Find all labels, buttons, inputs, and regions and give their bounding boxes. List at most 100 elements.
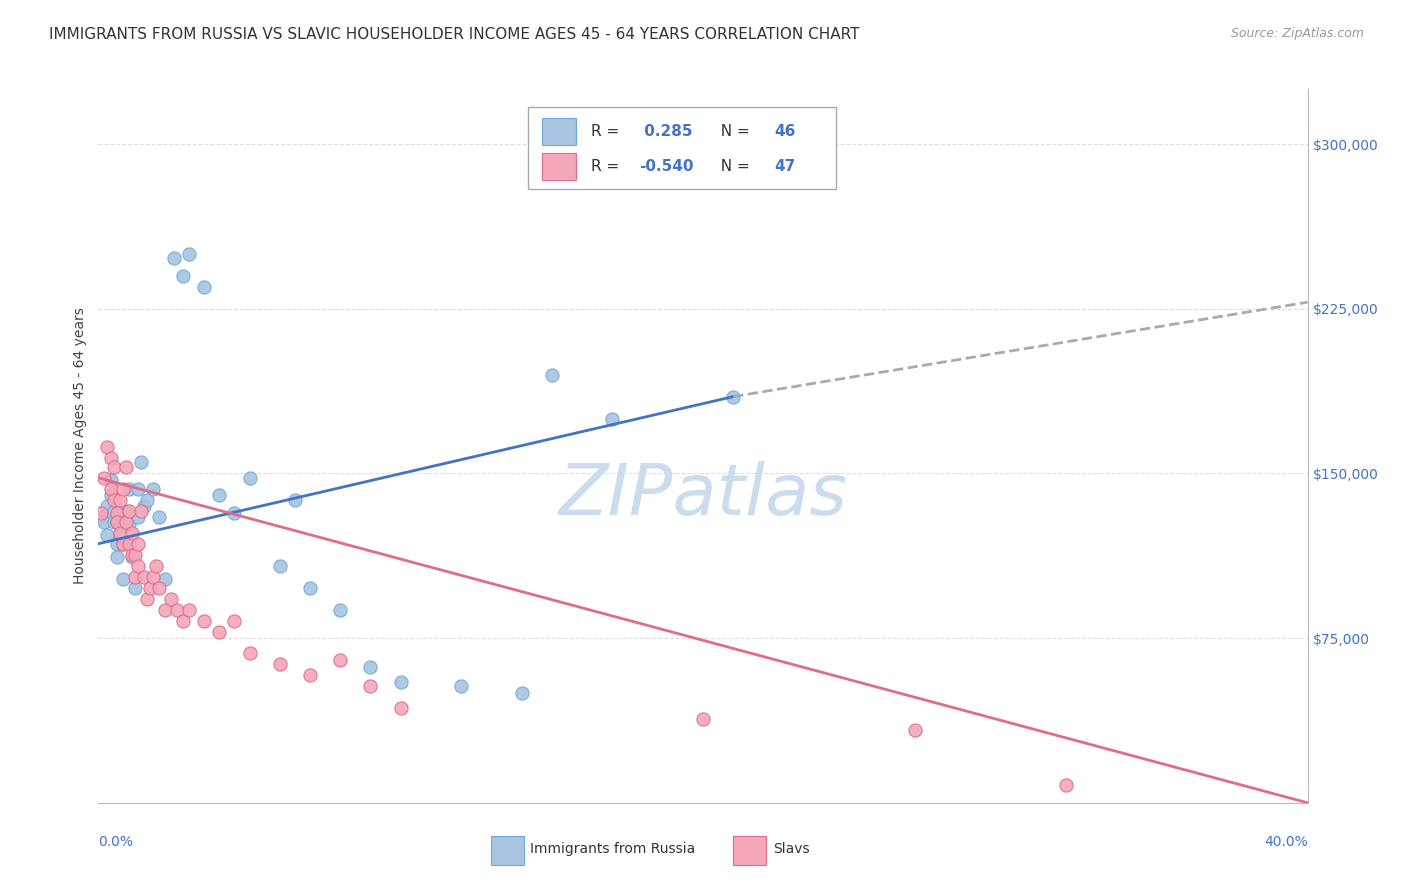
Point xyxy=(145,558,167,573)
Point xyxy=(540,368,562,382)
Point xyxy=(142,482,165,496)
Point xyxy=(108,525,131,540)
Point xyxy=(118,482,141,496)
Point xyxy=(100,482,122,496)
Point xyxy=(148,581,170,595)
Point xyxy=(1054,778,1077,792)
Point xyxy=(172,614,194,628)
Point xyxy=(111,537,134,551)
Point xyxy=(135,591,157,606)
Point xyxy=(132,500,155,514)
Point xyxy=(269,558,291,573)
Point xyxy=(179,247,201,261)
Point xyxy=(90,506,112,520)
Point xyxy=(111,482,134,496)
Point xyxy=(127,510,149,524)
Point xyxy=(224,614,246,628)
FancyBboxPatch shape xyxy=(492,837,524,865)
Point xyxy=(389,675,412,690)
Point xyxy=(139,581,162,595)
Point xyxy=(163,252,186,266)
Point xyxy=(96,528,118,542)
Text: IMMIGRANTS FROM RUSSIA VS SLAVIC HOUSEHOLDER INCOME AGES 45 - 64 YEARS CORRELATI: IMMIGRANTS FROM RUSSIA VS SLAVIC HOUSEHO… xyxy=(49,27,859,42)
Point xyxy=(90,510,112,524)
Point xyxy=(114,515,136,529)
Point xyxy=(723,390,745,404)
Y-axis label: Householder Income Ages 45 - 64 years: Householder Income Ages 45 - 64 years xyxy=(73,308,87,584)
Point xyxy=(105,515,128,529)
Point xyxy=(224,506,246,520)
Point xyxy=(118,516,141,531)
Text: N =: N = xyxy=(711,124,755,139)
Point xyxy=(103,492,125,507)
Point xyxy=(111,537,134,551)
Point xyxy=(103,504,125,518)
Point xyxy=(118,504,141,518)
Text: Immigrants from Russia: Immigrants from Russia xyxy=(530,842,696,856)
Point xyxy=(103,459,125,474)
Point xyxy=(105,549,128,564)
Point xyxy=(692,712,714,726)
Point xyxy=(100,473,122,487)
Text: N =: N = xyxy=(711,159,755,174)
Point xyxy=(96,500,118,514)
Point xyxy=(389,701,412,715)
Point xyxy=(904,723,927,738)
FancyBboxPatch shape xyxy=(543,118,576,145)
Text: R =: R = xyxy=(591,124,624,139)
Point xyxy=(153,602,176,616)
Point xyxy=(111,572,134,586)
Text: 40.0%: 40.0% xyxy=(1264,835,1308,849)
Point xyxy=(239,647,262,661)
Point xyxy=(132,569,155,583)
Point xyxy=(121,549,143,564)
Text: 0.0%: 0.0% xyxy=(98,835,134,849)
Point xyxy=(360,680,382,694)
Point xyxy=(127,558,149,573)
Point xyxy=(329,653,352,667)
Point xyxy=(93,471,115,485)
Text: R =: R = xyxy=(591,159,624,174)
Point xyxy=(129,455,152,469)
Point xyxy=(114,504,136,518)
Text: Source: ZipAtlas.com: Source: ZipAtlas.com xyxy=(1230,27,1364,40)
Point xyxy=(100,488,122,502)
Point xyxy=(269,657,291,672)
Point xyxy=(124,548,146,562)
Point xyxy=(124,569,146,583)
FancyBboxPatch shape xyxy=(543,153,576,179)
Point xyxy=(299,668,322,682)
Point xyxy=(108,506,131,520)
Point xyxy=(299,581,322,595)
Point xyxy=(602,411,624,425)
Point xyxy=(105,506,128,520)
Point xyxy=(121,548,143,562)
Point xyxy=(108,528,131,542)
Point xyxy=(103,515,125,529)
Point xyxy=(142,569,165,583)
Point xyxy=(179,602,201,616)
Point xyxy=(208,488,231,502)
Point xyxy=(329,602,352,616)
Text: ZIPatlas: ZIPatlas xyxy=(558,461,848,531)
Text: -0.540: -0.540 xyxy=(638,159,693,174)
FancyBboxPatch shape xyxy=(527,107,837,189)
Text: 47: 47 xyxy=(775,159,796,174)
Text: 0.285: 0.285 xyxy=(638,124,692,139)
Point xyxy=(127,537,149,551)
Point xyxy=(124,581,146,595)
Text: Slavs: Slavs xyxy=(773,842,810,856)
Point xyxy=(105,515,128,529)
Point xyxy=(166,602,188,616)
Point xyxy=(135,492,157,507)
Point xyxy=(121,525,143,540)
Point xyxy=(129,504,152,518)
Point xyxy=(193,280,215,294)
Point xyxy=(114,459,136,474)
Point xyxy=(108,492,131,507)
Point xyxy=(127,482,149,496)
Point xyxy=(93,515,115,529)
Point xyxy=(96,440,118,454)
Point xyxy=(360,659,382,673)
Point xyxy=(284,492,307,507)
